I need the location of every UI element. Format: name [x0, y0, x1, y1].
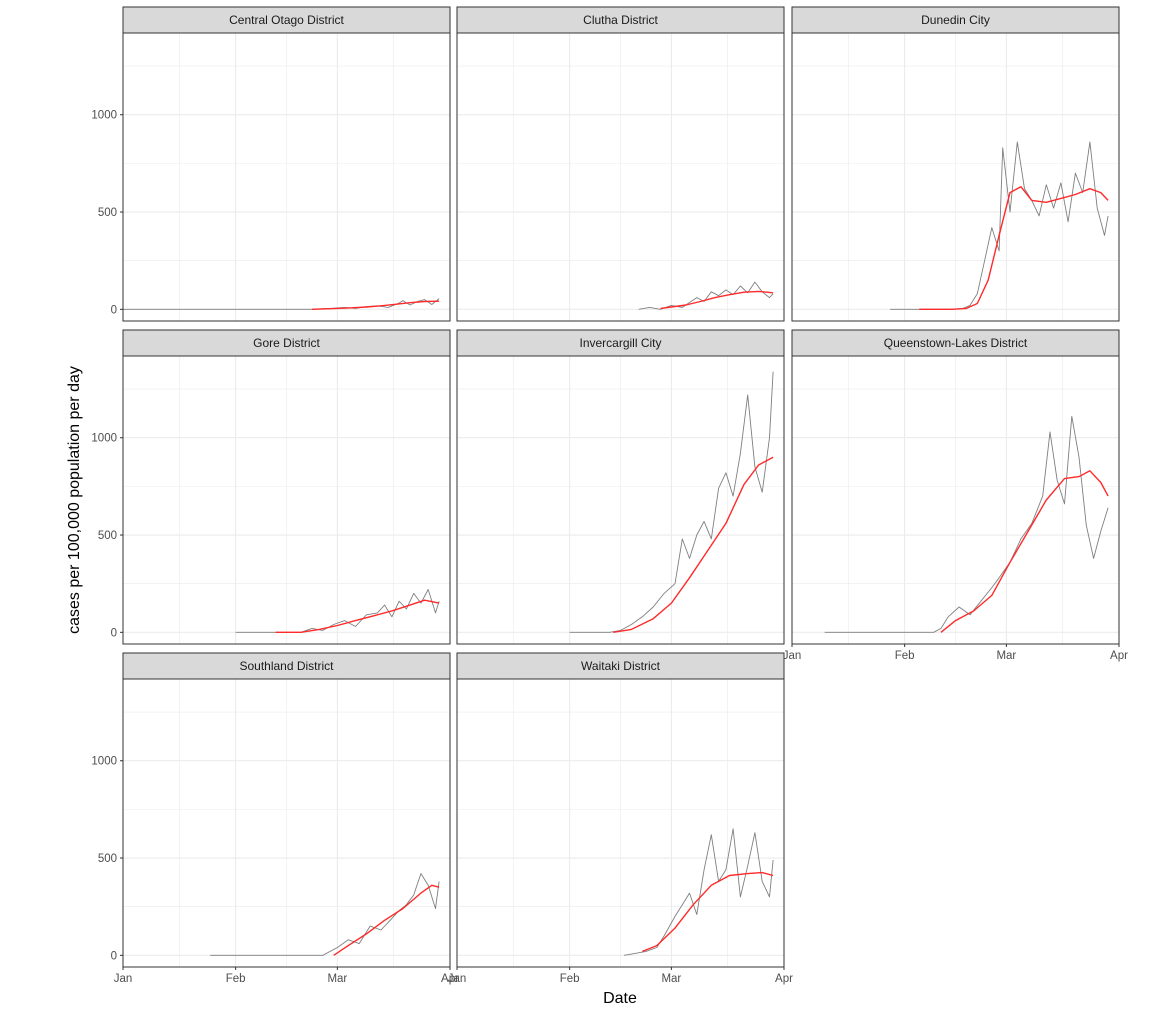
smoothed-trend-line [660, 290, 774, 310]
smoothed-trend-line [275, 599, 440, 633]
x-tick-label: Feb [560, 973, 580, 985]
x-tick-label: Apr [441, 973, 459, 985]
y-tick-label: 1000 [91, 110, 117, 122]
y-tick-label: 500 [98, 207, 117, 219]
facet-panel: Gore District 0 500 1000 [91, 329, 451, 645]
facet-panel-border [122, 32, 451, 322]
y-tick-label: 0 [111, 950, 117, 962]
smoothed-trend-line [919, 185, 1109, 310]
x-axis-title: Date [603, 990, 637, 1007]
facet-strip [456, 6, 785, 34]
facet-panel-border [791, 32, 1120, 322]
daily-cases-line [890, 141, 1109, 310]
daily-cases-line [624, 828, 774, 956]
facet-strip-label: Southland District [239, 659, 334, 673]
y-axis-title: cases per 100,000 population per day [66, 366, 83, 634]
x-tick-label: Jan [114, 973, 133, 985]
facet-strip [456, 652, 785, 680]
daily-cases-line [638, 281, 774, 310]
daily-cases-line [569, 371, 774, 633]
y-tick-label: 500 [98, 530, 117, 542]
smoothed-trend-line [311, 300, 440, 310]
facet-strip-label: Invercargill City [579, 336, 661, 350]
facet-strip-label: Waitaki District [581, 659, 661, 673]
y-tick-label: 0 [111, 304, 117, 316]
facet-strip [122, 6, 451, 34]
x-tick-label: Mar [661, 973, 681, 985]
x-tick-label: Mar [996, 650, 1016, 662]
facet-panel: Dunedin City [791, 6, 1120, 322]
x-tick-label: Mar [327, 973, 347, 985]
facet-panel-border [456, 355, 785, 645]
facet-panel: Waitaki District Jan Feb Mar Apr [448, 652, 793, 985]
facet-panel-border [456, 678, 785, 968]
facet-panel: Southland District 0 500 1000 Jan Feb Mar Apr [91, 652, 459, 985]
facet-panel: Invercargill City [456, 329, 785, 645]
facet-strip [791, 329, 1120, 357]
facet-strip [122, 329, 451, 357]
smoothed-trend-line [613, 456, 774, 633]
x-tick-label: Apr [775, 973, 793, 985]
facet-strip-label: Gore District [253, 336, 320, 350]
x-tick-label: Feb [895, 650, 915, 662]
smoothed-trend-line [333, 884, 440, 956]
facet-panel: Central Otago District 0 500 1000 [91, 6, 451, 322]
facet-strip-label: Dunedin City [921, 13, 990, 27]
facet-strip [456, 329, 785, 357]
y-tick-label: 1000 [91, 756, 117, 768]
facet-panel: Queenstown-Lakes District Jan Feb Mar Apr [783, 329, 1128, 662]
y-tick-label: 500 [98, 853, 117, 865]
facet-panel-border [122, 678, 451, 968]
facet-strip-label: Queenstown-Lakes District [884, 336, 1028, 350]
facet-panel-border [791, 355, 1120, 645]
daily-cases-line [235, 589, 440, 633]
facet-strip-label: Central Otago District [229, 13, 344, 27]
facet-panel-border [456, 32, 785, 322]
y-tick-label: 0 [111, 627, 117, 639]
facet-panel: Clutha District [456, 6, 785, 322]
x-tick-label: Jan [448, 973, 467, 985]
smoothed-trend-line [940, 470, 1109, 633]
facet-strip [791, 6, 1120, 34]
x-tick-label: Feb [226, 973, 246, 985]
y-tick-label: 1000 [91, 433, 117, 445]
facet-panel-border [122, 355, 451, 645]
daily-cases-line [210, 873, 440, 956]
facet-strip [122, 652, 451, 680]
x-tick-label: Jan [783, 650, 802, 662]
x-tick-label: Apr [1110, 650, 1128, 662]
smoothed-trend-line [642, 871, 774, 953]
facet-strip-label: Clutha District [583, 13, 658, 27]
daily-cases-line [824, 415, 1109, 633]
